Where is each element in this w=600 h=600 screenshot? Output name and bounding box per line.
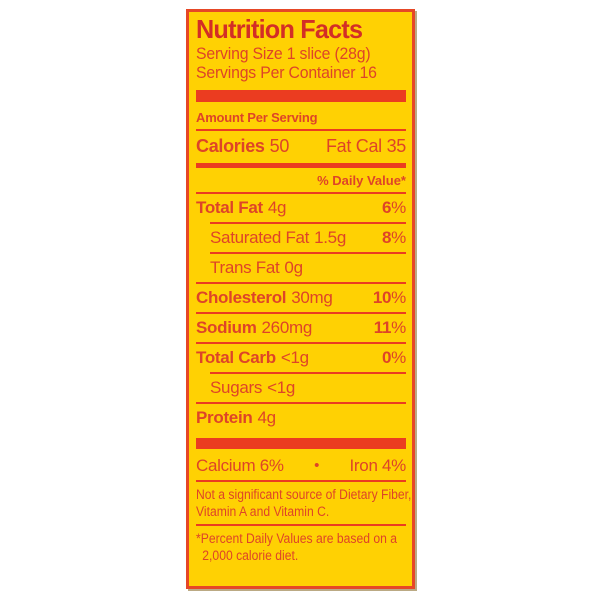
calories-value: Calories 50 <box>196 136 290 156</box>
nutrient-row-sodium: Sodium 260mg 11% <box>196 318 406 337</box>
calories-row: Calories 50 Fat Cal 35 <box>196 135 406 157</box>
daily-value-percent: 6% <box>382 198 406 217</box>
divider-rule <box>196 342 406 344</box>
divider-bar-medium <box>196 163 406 168</box>
nutrient-row-cholesterol: Cholesterol 30mg 10% <box>196 288 406 307</box>
amount-per-serving-label: Amount Per Serving <box>196 110 318 125</box>
divider-rule <box>196 282 406 284</box>
iron-value: Iron 4% <box>349 456 407 475</box>
divider-rule <box>196 312 406 314</box>
divider-bar-thick-top <box>196 90 406 102</box>
nutrient-row-sugars: Sugars <1g <box>210 378 296 397</box>
not-significant-line2: Vitamin A and Vitamin C. <box>196 504 330 519</box>
label-title: Nutrition Facts <box>196 14 363 44</box>
minerals-row: Calcium 6% • Iron 4% <box>196 455 406 476</box>
footnote-line2: 2,000 calorie diet. <box>202 548 299 563</box>
not-significant-line1: Not a significant source of Dietary Fibe… <box>196 487 412 502</box>
calcium-value: Calcium 6% <box>196 456 284 475</box>
nutrition-facts-label: Nutrition Facts Serving Size 1 slice (28… <box>186 9 415 589</box>
footnote-line1: *Percent Daily Values are based on a <box>196 531 398 546</box>
fat-calories-value: Fat Cal 35 <box>325 136 406 156</box>
divider-rule <box>196 402 406 404</box>
divider-rule-indented <box>210 252 406 254</box>
serving-size-text: Serving Size 1 slice (28g) <box>196 44 371 63</box>
divider-bar-thick-bottom <box>196 438 406 449</box>
divider-rule-indented <box>210 372 406 374</box>
nutrient-row-protein: Protein 4g <box>196 408 276 427</box>
servings-per-container-text: Servings Per Container 16 <box>196 63 377 82</box>
daily-value-percent: 8% <box>382 228 406 247</box>
bullet-separator-icon: • <box>314 457 320 474</box>
daily-value-footnote: *Percent Daily Values are based on a 2,0… <box>196 530 406 564</box>
daily-value-percent: 0% <box>382 348 406 367</box>
divider-rule <box>196 480 406 482</box>
daily-value-header: % Daily Value* <box>317 173 406 188</box>
nutrient-row-trans-fat: Trans Fat 0g <box>210 258 303 277</box>
divider-rule <box>196 524 406 526</box>
nutrient-row-saturated-fat: Saturated Fat 1.5g 8% <box>210 228 406 247</box>
not-significant-note: Not a significant source of Dietary Fibe… <box>196 486 412 520</box>
nutrient-row-total-fat: Total Fat 4g 6% <box>196 198 406 217</box>
daily-value-percent: 11% <box>373 318 406 337</box>
nutrient-row-total-carb: Total Carb <1g 0% <box>196 348 406 367</box>
divider-rule <box>196 192 406 194</box>
daily-value-percent: 10% <box>372 288 406 307</box>
divider-rule-indented <box>210 222 406 224</box>
divider-rule <box>196 129 406 131</box>
